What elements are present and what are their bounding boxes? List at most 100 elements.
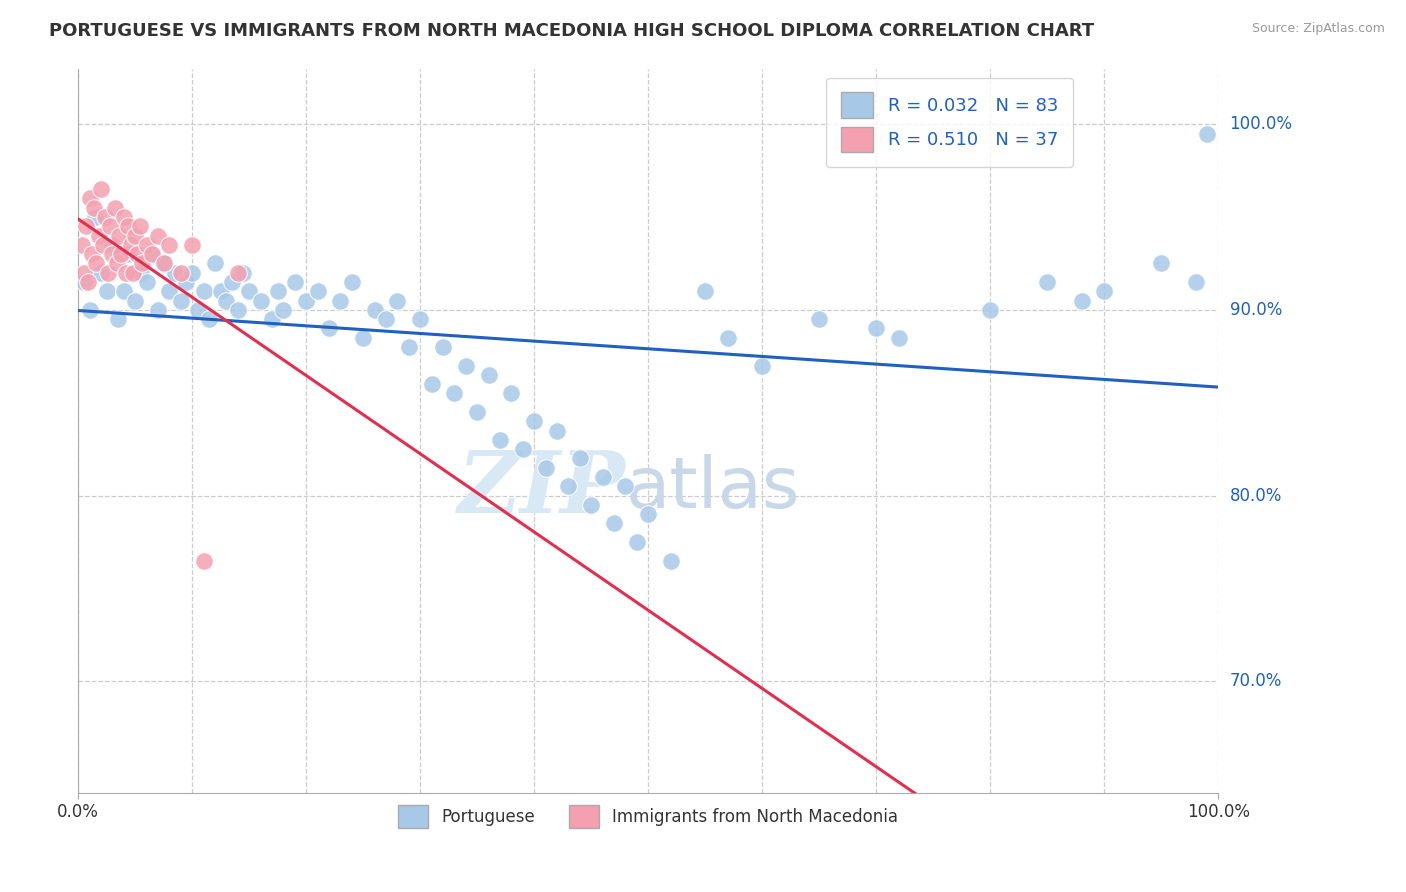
- Point: [659, 553, 682, 567]
- Point: [568, 451, 591, 466]
- Point: [465, 405, 488, 419]
- Point: [751, 359, 773, 373]
- Text: 80.0%: 80.0%: [1230, 486, 1282, 505]
- Point: [104, 201, 127, 215]
- Point: [420, 377, 443, 392]
- Point: [363, 302, 385, 317]
- Point: [318, 321, 340, 335]
- Point: [614, 479, 637, 493]
- Point: [87, 228, 110, 243]
- Point: [124, 228, 146, 243]
- Point: [808, 312, 831, 326]
- Text: PORTUGUESE VS IMMIGRANTS FROM NORTH MACEDONIA HIGH SCHOOL DIPLOMA CORRELATION CH: PORTUGUESE VS IMMIGRANTS FROM NORTH MACE…: [49, 22, 1094, 40]
- Text: 100.0%: 100.0%: [1230, 115, 1292, 133]
- Point: [131, 256, 153, 270]
- Point: [717, 331, 740, 345]
- Point: [266, 285, 288, 299]
- Point: [146, 302, 169, 317]
- Point: [1197, 127, 1219, 141]
- Point: [1184, 275, 1206, 289]
- Point: [1036, 275, 1059, 289]
- Point: [135, 275, 157, 289]
- Point: [1094, 285, 1116, 299]
- Point: [117, 219, 139, 234]
- Text: atlas: atlas: [626, 454, 800, 523]
- Point: [489, 433, 512, 447]
- Point: [181, 266, 204, 280]
- Point: [409, 312, 432, 326]
- Point: [592, 470, 614, 484]
- Point: [307, 285, 329, 299]
- Point: [118, 247, 141, 261]
- Point: [232, 266, 254, 280]
- Point: [193, 553, 215, 567]
- Point: [75, 219, 97, 234]
- Point: [295, 293, 318, 308]
- Point: [107, 312, 129, 326]
- Point: [204, 256, 226, 270]
- Point: [108, 228, 131, 243]
- Point: [523, 414, 546, 428]
- Text: Source: ZipAtlas.com: Source: ZipAtlas.com: [1251, 22, 1385, 36]
- Point: [512, 442, 534, 457]
- Point: [101, 247, 124, 261]
- Point: [90, 266, 112, 280]
- Point: [198, 312, 221, 326]
- Point: [97, 266, 120, 280]
- Legend: Portuguese, Immigrants from North Macedonia: Portuguese, Immigrants from North Macedo…: [392, 798, 905, 835]
- Point: [193, 285, 215, 299]
- Point: [478, 368, 501, 382]
- Point: [443, 386, 465, 401]
- Point: [91, 238, 114, 252]
- Point: [979, 302, 1001, 317]
- Text: 70.0%: 70.0%: [1230, 673, 1282, 690]
- Point: [141, 247, 163, 261]
- Point: [187, 302, 209, 317]
- Point: [226, 302, 249, 317]
- Point: [129, 266, 152, 280]
- Point: [73, 266, 96, 280]
- Point: [249, 293, 271, 308]
- Point: [112, 285, 135, 299]
- Point: [352, 331, 374, 345]
- Point: [557, 479, 579, 493]
- Point: [181, 238, 204, 252]
- Point: [105, 256, 128, 270]
- Point: [260, 312, 283, 326]
- Point: [209, 285, 232, 299]
- Text: ZIP: ZIP: [457, 447, 626, 530]
- Point: [80, 247, 103, 261]
- Point: [79, 302, 101, 317]
- Point: [165, 266, 187, 280]
- Point: [101, 238, 124, 252]
- Point: [1070, 293, 1092, 308]
- Point: [157, 238, 180, 252]
- Point: [141, 247, 163, 261]
- Point: [127, 247, 149, 261]
- Point: [70, 238, 93, 252]
- Point: [398, 340, 420, 354]
- Point: [215, 293, 238, 308]
- Point: [329, 293, 352, 308]
- Point: [121, 266, 143, 280]
- Point: [170, 293, 193, 308]
- Point: [94, 210, 117, 224]
- Point: [77, 275, 100, 289]
- Point: [387, 293, 409, 308]
- Point: [454, 359, 477, 373]
- Point: [86, 256, 108, 270]
- Point: [1150, 256, 1173, 270]
- Point: [120, 238, 142, 252]
- Point: [84, 210, 107, 224]
- Point: [375, 312, 398, 326]
- Point: [626, 535, 648, 549]
- Point: [83, 201, 105, 215]
- Point: [112, 210, 135, 224]
- Text: 90.0%: 90.0%: [1230, 301, 1282, 319]
- Point: [90, 182, 112, 196]
- Point: [170, 266, 193, 280]
- Point: [146, 228, 169, 243]
- Point: [226, 266, 249, 280]
- Point: [157, 285, 180, 299]
- Point: [546, 424, 568, 438]
